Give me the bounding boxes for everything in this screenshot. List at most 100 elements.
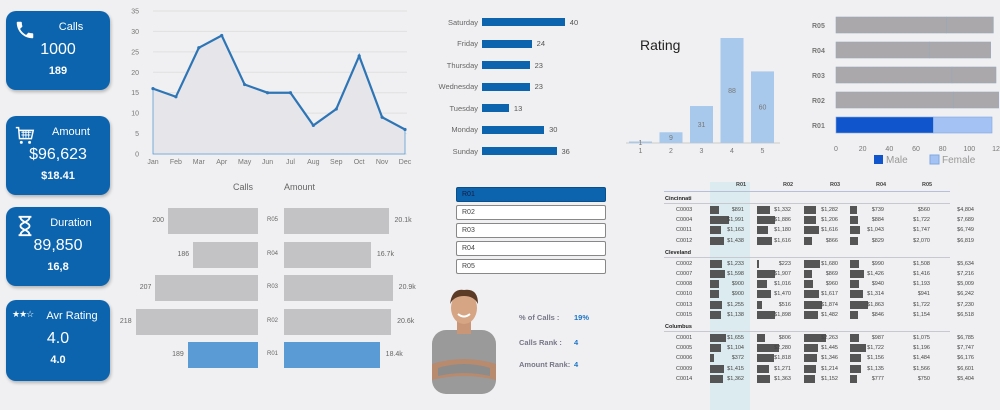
data-bar bbox=[710, 259, 722, 268]
table-row: C0014 $1,362 $1,363 $1,152 $777 $750 $5,404 bbox=[664, 374, 974, 384]
monthly-calls-chart: 0 5 10 15 20 25 30 35 Jan Feb Mar Apr May Jun Jul Aug Se… bbox=[131, 9, 412, 167]
customer-id: C0014 bbox=[676, 375, 693, 382]
rating-bar-value: 1 bbox=[639, 140, 643, 147]
female-bar bbox=[929, 41, 991, 59]
y-tick-label: 0 bbox=[135, 152, 139, 159]
data-bar bbox=[757, 334, 765, 342]
data-bar bbox=[804, 300, 822, 309]
weekday-bar bbox=[482, 82, 530, 91]
sales-value: $1,482 bbox=[821, 311, 838, 318]
sales-value: $891 bbox=[731, 207, 744, 213]
sales-value: $1,722 bbox=[913, 301, 930, 308]
weekday-bar bbox=[482, 147, 557, 155]
kpi-value: 4.0 bbox=[46, 330, 70, 347]
stat-value: 4 bbox=[574, 338, 579, 347]
data-bar bbox=[710, 374, 724, 383]
data-bar bbox=[710, 216, 730, 225]
customer-id: C0013 bbox=[676, 301, 693, 308]
customer-id: C0003 bbox=[676, 207, 693, 213]
group-label: Cincinnati bbox=[665, 196, 692, 202]
weekday-bar bbox=[482, 18, 565, 26]
data-bar bbox=[757, 259, 760, 268]
slicer-item-r05[interactable]: R05 bbox=[456, 259, 606, 274]
data-point bbox=[311, 123, 315, 127]
row-total: $6,242 bbox=[957, 291, 974, 298]
data-bar bbox=[757, 300, 762, 309]
slicer-item-r01[interactable]: R01 bbox=[456, 187, 606, 202]
data-bar bbox=[804, 270, 813, 278]
weekday-value: 40 bbox=[569, 17, 579, 27]
sales-value: $372 bbox=[731, 355, 744, 362]
sales-value: $990 bbox=[871, 260, 884, 267]
data-bar bbox=[757, 374, 771, 383]
weekday-bar-row: Sunday 36 bbox=[420, 145, 570, 157]
stars-icon: ★★☆ bbox=[12, 309, 34, 319]
row-total: $6,601 bbox=[957, 365, 974, 372]
x-tick-label: Dec bbox=[399, 159, 412, 166]
kpi-value: 89,850 bbox=[33, 237, 83, 254]
sales-value: $1,747 bbox=[913, 227, 930, 234]
data-bar bbox=[710, 226, 722, 235]
cart-icon bbox=[15, 126, 35, 144]
legend-male-swatch bbox=[874, 155, 883, 164]
weekday-bar-row: Thursday 23 bbox=[420, 59, 543, 71]
rep-amount-bar bbox=[284, 275, 393, 301]
hourglass-icon bbox=[18, 215, 32, 237]
x-tick-label: Sep bbox=[330, 159, 343, 166]
customer-id: C0012 bbox=[676, 237, 693, 244]
kpi-value: 1000 bbox=[40, 41, 76, 58]
row-total: $4,804 bbox=[957, 207, 974, 213]
weekday-label: Friday bbox=[457, 39, 478, 48]
sales-value: $1,426 bbox=[867, 271, 884, 277]
stat-label: % of Calls : bbox=[519, 313, 560, 322]
stat-value: 4 bbox=[574, 360, 579, 369]
x-tick-label: Apr bbox=[216, 159, 228, 166]
weekday-bar bbox=[482, 104, 509, 112]
kpi-title: Avr Rating bbox=[46, 310, 98, 322]
table-row: C0006 $372 $1,818 $1,346 $1,156 $1,484 $6,176 bbox=[664, 353, 974, 363]
data-bar bbox=[850, 300, 868, 309]
sales-value: $1,874 bbox=[821, 301, 838, 308]
data-point bbox=[334, 107, 338, 111]
row-total: $5,009 bbox=[957, 281, 974, 288]
sales-value: $1,233 bbox=[727, 260, 744, 267]
sales-value: $884 bbox=[871, 217, 884, 224]
sales-value: $1,332 bbox=[774, 207, 791, 213]
table-row: C0001 $1,655 $806 $2,263 $987 $1,075 $6,785 bbox=[664, 333, 974, 343]
customer-id: C0004 bbox=[676, 217, 693, 224]
weekday-value: 13 bbox=[513, 103, 523, 113]
table-row: C0013 $1,255 $516 $1,874 $1,863 $1,722 $7,230 bbox=[664, 300, 974, 310]
data-bar bbox=[710, 236, 724, 245]
amount-header: Amount bbox=[284, 182, 316, 192]
table-row: C0002 $1,233 $223 $1,680 $990 $1,508 $5,634 bbox=[664, 259, 974, 269]
x-tick-label: Aug bbox=[307, 159, 320, 166]
data-bar bbox=[804, 354, 817, 363]
stat-label: Amount Rank: bbox=[519, 360, 571, 369]
rep-amount-value: 20.9k bbox=[398, 284, 416, 291]
table-row: C0003 $891 $1,332 $1,282 $739 $560 $4,804 bbox=[664, 205, 974, 215]
data-bar bbox=[804, 310, 819, 319]
rep-amount-bar bbox=[284, 241, 371, 268]
sales-value: $1,314 bbox=[867, 291, 884, 298]
x-tick-label: Oct bbox=[354, 159, 365, 166]
sales-value: $1,415 bbox=[727, 365, 744, 372]
row-total: $7,689 bbox=[957, 217, 974, 224]
y-tick-label: 30 bbox=[131, 29, 139, 36]
row-total: $7,216 bbox=[957, 271, 974, 277]
row-total: $6,518 bbox=[957, 311, 974, 318]
phone-icon bbox=[16, 21, 34, 39]
slicer-item-r02[interactable]: R02 bbox=[456, 205, 606, 220]
data-bar bbox=[804, 374, 816, 383]
slicer-item-r04[interactable]: R04 bbox=[456, 241, 606, 256]
data-bar bbox=[850, 354, 862, 363]
weekday-label: Tuesday bbox=[449, 103, 479, 113]
calls-line bbox=[152, 33, 406, 131]
slicer-item-r03[interactable]: R03 bbox=[456, 223, 606, 238]
rep-label: R03 bbox=[267, 284, 279, 290]
sales-value: $223 bbox=[778, 260, 791, 267]
data-bar bbox=[710, 354, 714, 363]
kpi-title: Calls bbox=[58, 21, 84, 33]
data-bar bbox=[757, 226, 769, 235]
data-bar bbox=[804, 216, 816, 225]
sales-value: $1,193 bbox=[913, 281, 930, 288]
